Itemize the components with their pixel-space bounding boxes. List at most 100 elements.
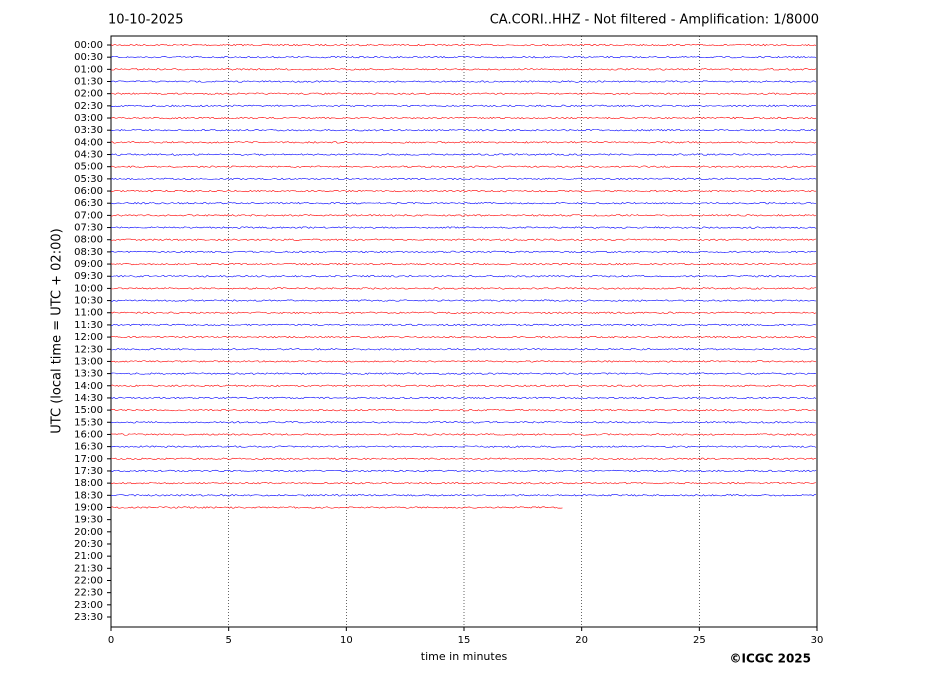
y-tick-label: 04:00: [74, 137, 103, 148]
trace: [110, 68, 817, 71]
y-tick-label: 22:00: [74, 575, 103, 586]
y-tick-label: 05:30: [74, 174, 103, 185]
x-tick-label: 0: [108, 635, 114, 646]
x-tick-label: 25: [693, 635, 706, 646]
y-tick-label: 23:30: [74, 612, 103, 623]
y-tick-label: 22:30: [74, 588, 103, 599]
trace: [110, 421, 817, 424]
y-tick-label: 00:30: [74, 52, 103, 63]
y-tick-label: 18:00: [74, 478, 103, 489]
x-axis-label: time in minutes: [421, 650, 508, 663]
y-axis-label: UTC (local time = UTC + 02:00): [50, 228, 65, 433]
trace: [111, 348, 817, 351]
y-tick-label: 06:00: [74, 186, 103, 197]
y-tick-label: 21:30: [74, 563, 103, 574]
y-tick-label: 19:30: [74, 515, 103, 526]
trace: [110, 360, 817, 363]
trace: [110, 311, 817, 314]
y-tick-label: 03:30: [74, 125, 103, 136]
trace: [110, 299, 817, 302]
plot-frame: [110, 35, 818, 628]
y-tick-label: 15:30: [74, 417, 103, 428]
y-tick-label: 08:00: [74, 235, 103, 246]
trace: [110, 506, 563, 509]
trace: [110, 226, 817, 229]
y-tick-label: 13:30: [74, 369, 103, 380]
trace: [110, 141, 817, 144]
y-tick-label: 04:30: [74, 150, 103, 161]
trace: [110, 202, 817, 205]
trace: [110, 323, 817, 327]
y-tick-label: 14:30: [74, 393, 103, 404]
trace: [110, 469, 817, 473]
trace: [110, 189, 817, 193]
y-tick-label: 09:00: [74, 259, 103, 270]
y-tick-label: 01:30: [74, 77, 103, 88]
trace: [110, 384, 817, 387]
trace: [110, 104, 817, 108]
y-tick-label: 21:00: [74, 551, 103, 562]
y-tick-label: 07:30: [74, 223, 103, 234]
trace: [110, 396, 817, 400]
trace: [110, 92, 817, 95]
trace: [110, 372, 817, 375]
trace: [110, 55, 817, 59]
y-tick-label: 13:00: [74, 356, 103, 367]
trace: [110, 445, 817, 448]
y-tick-label: 00:00: [74, 40, 103, 51]
y-tick-label: 01:00: [74, 64, 103, 75]
trace: [110, 457, 817, 460]
x-tick-label: 5: [225, 635, 231, 646]
y-tick-label: 06:30: [74, 198, 103, 209]
x-tick-label: 20: [575, 635, 588, 646]
x-tick-label: 15: [458, 635, 471, 646]
y-tick-label: 17:30: [74, 466, 103, 477]
trace: [110, 433, 817, 436]
chart-title: CA.CORI..HHZ - Not filtered - Amplificat…: [490, 13, 819, 28]
y-tick-label: 11:00: [74, 308, 103, 319]
y-tick-label: 02:30: [74, 101, 103, 112]
y-tick-label: 03:00: [74, 113, 103, 124]
trace: [110, 238, 817, 241]
y-tick-label: 20:30: [74, 539, 103, 550]
trace: [110, 43, 817, 47]
y-tick-label: 10:00: [74, 283, 103, 294]
y-tick-label: 12:30: [74, 344, 103, 355]
y-tick-label: 05:00: [74, 162, 103, 173]
trace: [110, 250, 817, 254]
y-tick-label: 18:30: [74, 490, 103, 501]
y-tick-label: 20:00: [74, 527, 103, 538]
x-tick-label: 30: [811, 635, 824, 646]
trace: [110, 116, 817, 120]
y-tick-label: 09:30: [74, 271, 103, 282]
trace: [110, 153, 817, 156]
date: 10-10-2025: [108, 13, 184, 28]
trace: [110, 481, 817, 485]
trace: [110, 165, 817, 168]
footer: ©ICGC 2025: [729, 652, 811, 666]
trace: [110, 275, 817, 278]
y-tick-label: 12:00: [74, 332, 103, 343]
y-tick-label: 23:00: [74, 600, 103, 611]
trace: [110, 214, 817, 217]
y-tick-label: 19:00: [74, 502, 103, 513]
trace: [110, 287, 817, 290]
y-tick-label: 02:00: [74, 89, 103, 100]
trace: [110, 262, 817, 266]
trace: [110, 129, 817, 132]
y-tick-label: 11:30: [74, 320, 103, 331]
y-tick-label: 15:00: [74, 405, 103, 416]
trace: [110, 408, 817, 412]
trace: [110, 335, 817, 339]
y-tick-label: 08:30: [74, 247, 103, 258]
y-tick-label: 14:00: [74, 381, 103, 392]
y-tick-label: 10:30: [74, 296, 103, 307]
trace: [110, 80, 817, 83]
trace: [110, 177, 817, 181]
y-tick-label: 07:00: [74, 210, 103, 221]
y-tick-label: 16:00: [74, 429, 103, 440]
x-tick-label: 10: [340, 635, 353, 646]
trace: [110, 494, 817, 497]
y-tick-label: 17:00: [74, 454, 103, 465]
